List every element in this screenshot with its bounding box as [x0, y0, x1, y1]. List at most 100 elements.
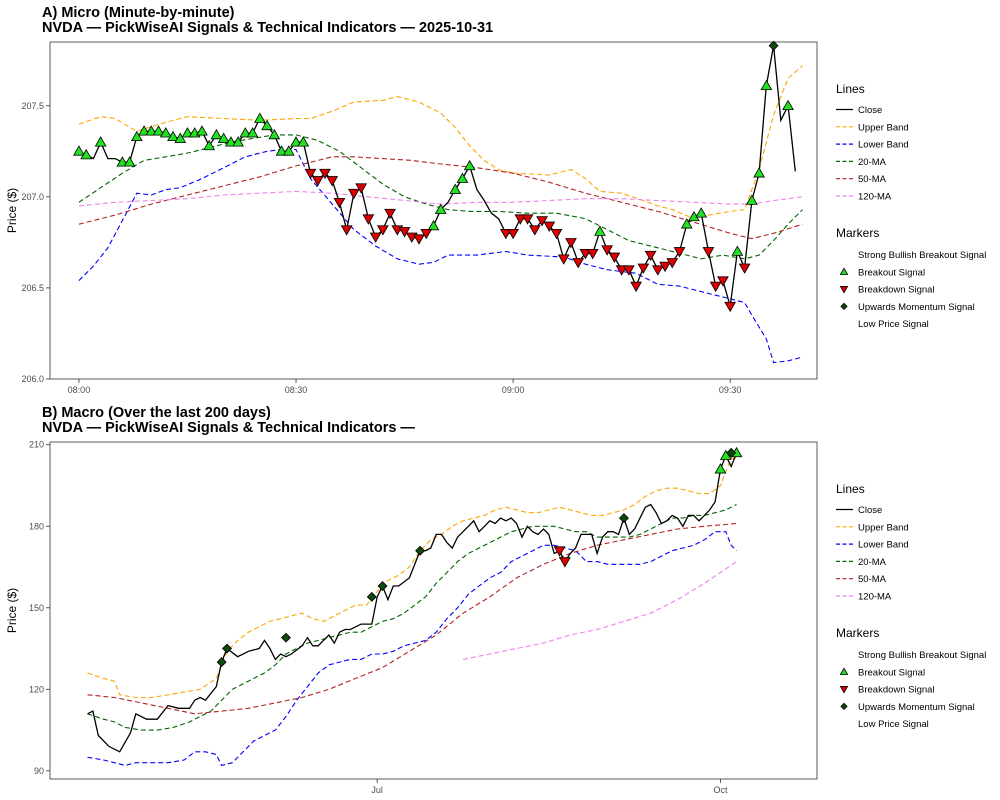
marker-breakout-signal [152, 125, 165, 136]
legend-label-strong-bullish-breakout-signal: Strong Bullish Breakout Signal [858, 650, 986, 661]
legend-label-low-price-signal: Low Price Signal [858, 719, 929, 730]
marker-breakout-signal [714, 463, 727, 474]
marker-breakout-signal [181, 127, 194, 138]
series-line-50-ma [78, 156, 803, 240]
marker-breakdown-signal [559, 557, 571, 568]
marker-breakout-signal [731, 245, 744, 256]
marker-breakdown-signal [615, 265, 628, 276]
plot-frame [49, 41, 818, 380]
marker-breakout-signal [123, 156, 136, 167]
marker-breakout-signal [232, 136, 245, 147]
legend-label-upwards-momentum-signal: Upwards Momentum Signal [858, 702, 975, 713]
series-line-upper-band [78, 65, 803, 220]
legend-title-lines: Lines [836, 482, 865, 496]
plot-frame [49, 441, 818, 780]
y-tick-label: 210 [29, 440, 44, 450]
y-tick-label: 206.0 [21, 374, 44, 384]
legend-label-breakdown-signal: Breakdown Signal [858, 285, 935, 296]
legend-title-lines: Lines [836, 82, 865, 96]
marker-breakdown-signal [738, 263, 751, 274]
legend-label-close: Close [858, 505, 882, 516]
marker-breakdown-signal [579, 249, 592, 260]
x-tick-label: Jul [371, 785, 383, 795]
marker-breakout-signal [73, 145, 85, 156]
marker-breakout-signal [753, 167, 766, 178]
legend-label-upwards-momentum-signal: Upwards Momentum Signal [858, 302, 975, 313]
marker-breakout-signal [210, 128, 223, 140]
marker-upwards-momentum-signal [415, 545, 426, 556]
marker-breakout-signal [159, 127, 172, 138]
chart-title: A) Micro (Minute-by-minute) [42, 5, 235, 21]
series-line-50-ma [87, 522, 737, 715]
marker-breakout-signal [239, 127, 252, 138]
marker-breakdown-signal [521, 214, 534, 225]
series-line-upper-band [87, 457, 737, 699]
marker-breakdown-signal [702, 247, 715, 258]
marker-breakdown-signal [398, 227, 411, 238]
y-tick-label: 90 [34, 766, 44, 776]
marker-breakout-signal [225, 136, 237, 147]
marker-breakout-signal [463, 159, 476, 171]
marker-breakout-signal [427, 219, 440, 231]
x-tick-label: 08:30 [285, 385, 308, 395]
marker-breakout-signal [138, 125, 150, 136]
legend-title-markers: Markers [836, 626, 879, 640]
marker-breakdown-signal [586, 249, 599, 260]
marker-breakdown-signal [420, 228, 433, 240]
marker-breakout-signal [434, 203, 447, 214]
legend-key-upwards-momentum-signal [840, 702, 848, 711]
chart-subtitle: NVDA — PickWiseAI Signals & Technical In… [42, 420, 415, 436]
marker-breakout-signal [80, 148, 93, 160]
marker-upwards-momentum-signal [216, 657, 227, 668]
marker-breakout-signal [745, 194, 758, 205]
legend-key-breakout-signal [839, 667, 849, 675]
marker-breakdown-signal [673, 247, 686, 258]
marker-upwards-momentum-signal [222, 643, 232, 654]
legend-key-upwards-momentum-signal [840, 302, 848, 311]
legend-label-lower-band: Lower Band [858, 540, 909, 551]
marker-breakout-signal [261, 119, 273, 131]
marker-breakdown-signal [644, 250, 657, 262]
marker-breakout-signal [290, 136, 302, 147]
marker-breakdown-signal [413, 234, 425, 245]
series-line-close [78, 45, 796, 307]
series-line-20-ma [87, 504, 737, 731]
legend-label-breakout-signal: Breakout Signal [858, 267, 925, 278]
marker-breakout-signal [594, 225, 606, 236]
marker-breakdown-signal [536, 216, 548, 227]
y-tick-label: 207.5 [21, 101, 44, 111]
marker-breakout-signal [680, 218, 693, 229]
series-line-close [87, 452, 738, 753]
y-axis-label: Price ($) [5, 588, 19, 633]
marker-breakdown-signal [514, 214, 527, 225]
series-line-lower-band [87, 531, 737, 767]
marker-breakout-signal [275, 145, 288, 156]
marker-breakdown-signal [651, 265, 664, 276]
marker-breakdown-signal [348, 188, 360, 200]
legend-label-50-ma: 50-MA [858, 174, 887, 185]
marker-upwards-momentum-signal [726, 447, 737, 458]
marker-breakout-signal [782, 99, 794, 111]
marker-breakdown-signal [543, 221, 556, 232]
marker-breakdown-signal [340, 225, 353, 236]
legend-label-breakdown-signal: Breakdown Signal [858, 685, 935, 696]
marker-breakout-signal [297, 136, 310, 147]
marker-breakdown-signal [622, 265, 635, 276]
marker-breakout-signal [145, 125, 158, 136]
x-tick-label: Oct [713, 785, 728, 795]
marker-breakout-signal [203, 139, 216, 151]
chart-subtitle: NVDA — PickWiseAI Signals & Technical In… [42, 20, 493, 36]
marker-breakdown-signal [666, 258, 679, 269]
legend-key-breakdown-signal [839, 686, 849, 694]
legend-key-breakdown-signal [839, 285, 849, 294]
chart-panel-macro: B) Macro (Over the last 200 days)NVDA — … [5, 405, 986, 795]
y-tick-label: 120 [29, 684, 44, 694]
chart-title: B) Macro (Over the last 200 days) [42, 405, 271, 421]
marker-breakout-signal [94, 136, 107, 147]
marker-breakdown-signal [724, 301, 737, 313]
marker-breakdown-signal [384, 208, 396, 220]
marker-breakdown-signal [507, 228, 519, 240]
marker-breakout-signal [456, 172, 469, 183]
marker-breakdown-signal [319, 168, 331, 180]
marker-breakout-signal [130, 130, 143, 142]
